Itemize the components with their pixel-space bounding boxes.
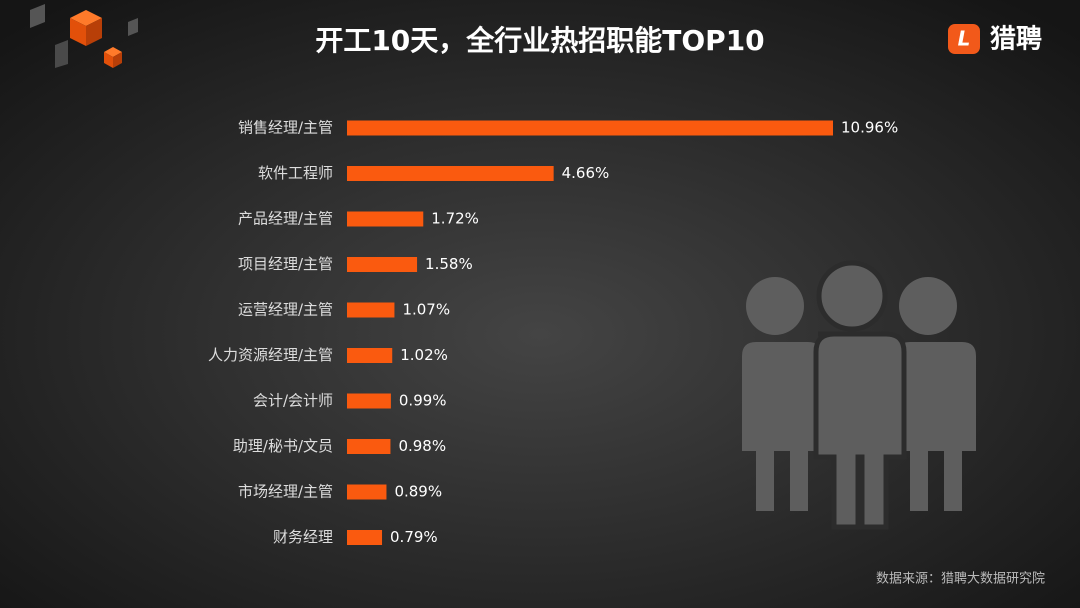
value-label: 0.98% (398, 437, 446, 455)
value-label: 0.89% (394, 483, 442, 501)
brand-logo (948, 24, 980, 54)
value-label: 4.66% (562, 164, 610, 182)
brand-icon: L (958, 27, 971, 51)
bar (347, 393, 391, 409)
bar (347, 211, 424, 227)
category-label: 助理/秘书/文员 (233, 437, 333, 455)
value-label: 0.99% (399, 392, 447, 410)
category-label: 软件工程师 (258, 164, 333, 182)
value-label: 10.96% (841, 119, 898, 137)
decor-cubes (30, 4, 138, 68)
people-icon (742, 260, 976, 530)
category-label: 项目经理/主管 (238, 255, 333, 273)
category-label: 财务经理 (273, 528, 333, 546)
category-label: 产品经理/主管 (238, 210, 333, 228)
value-label: 1.07% (402, 301, 450, 319)
category-label: 市场经理/主管 (238, 483, 333, 501)
bar (347, 348, 393, 363)
value-label: 1.58% (425, 255, 473, 273)
bar (347, 120, 833, 136)
bar (347, 439, 391, 454)
chart-title: 开工10天，全行业热招职能TOP10 (315, 24, 764, 57)
category-label: 会计/会计师 (253, 392, 333, 410)
source-note: 数据来源：猎聘大数据研究院 (876, 572, 1045, 587)
bar (347, 302, 395, 318)
value-label: 1.72% (431, 210, 479, 228)
value-label: 0.79% (390, 528, 438, 546)
category-label: 人力资源经理/主管 (208, 346, 333, 364)
brand-name: 猎聘 (990, 25, 1042, 55)
category-label: 销售经理/主管 (238, 119, 333, 137)
bar (347, 257, 418, 272)
bar (347, 530, 383, 545)
bar (347, 484, 387, 500)
category-label: 运营经理/主管 (238, 301, 333, 319)
value-label: 1.02% (400, 346, 448, 364)
bar (347, 166, 554, 181)
